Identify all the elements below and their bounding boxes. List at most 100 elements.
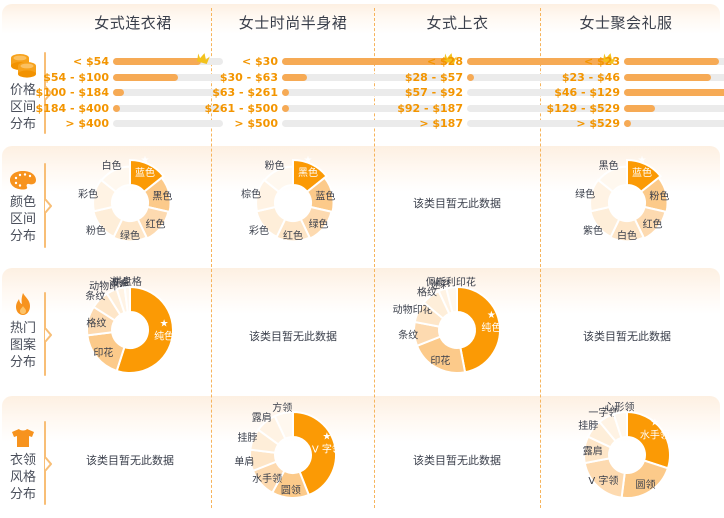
slice-label: 单肩: [234, 455, 254, 468]
slice-label: 格纹: [417, 285, 437, 298]
price-bar-track: [113, 120, 223, 127]
price-bar-fill: [624, 73, 711, 81]
price-bar-track: [113, 104, 223, 112]
no-data-message: 该类目暂无此数据: [407, 452, 507, 471]
pie-slice: [299, 205, 333, 240]
slice-label: 水手领: [252, 472, 282, 485]
price-bar-row: $63 - $261: [190, 86, 448, 99]
price-range-label: $100 - $184: [35, 86, 109, 99]
slice-label: 一字领: [588, 406, 618, 419]
price-bar-row: > $187: [352, 117, 607, 130]
no-data-message: 该类目暂无此数据: [577, 328, 677, 347]
price-bar-track: [467, 120, 607, 127]
price-bar-fill: [113, 58, 201, 65]
price-bar-fill: [113, 89, 124, 96]
slice-label: 绿色: [120, 229, 140, 242]
pie-slice: [129, 158, 166, 194]
slice-label: 条纹: [85, 289, 105, 302]
column-title-tops: 女式上衣: [426, 14, 489, 32]
column-title-skirts: 女士时尚半身裙: [238, 14, 348, 32]
price-range-label: > $187: [419, 117, 463, 130]
price-bar-fill: [282, 58, 448, 65]
price-range-label: $54 - $100: [43, 70, 109, 84]
price-range-label: $57 - $92: [404, 86, 463, 99]
price-range-label: $92 - $187: [397, 101, 463, 115]
slice-label: 绿色: [575, 187, 595, 200]
column-separator: [211, 8, 212, 508]
price-range-label: $184 - $400: [35, 101, 109, 115]
price-bar-fill: [467, 58, 607, 65]
slice-label: 动物印花: [393, 303, 433, 316]
pie-slice: [263, 165, 294, 194]
slice-label: 黑色: [152, 190, 172, 203]
price-bar-row: $261 - $500: [190, 102, 448, 115]
slice-label: 波点: [109, 276, 129, 289]
slice-label: 挂脖: [237, 431, 257, 444]
price-bar-row: $100 - $184: [28, 86, 223, 99]
price-range-label: $30 - $63: [219, 70, 278, 84]
pie-slice: [292, 158, 329, 194]
column-title-dresses: 女式连衣裙: [94, 14, 172, 32]
price-bar-row: $28 - $57: [352, 70, 607, 84]
star-icon: ★: [160, 318, 169, 329]
row-divider-collar: [44, 421, 52, 505]
price-bar-fill: [113, 104, 120, 112]
price-bar-row: $54 - $100: [28, 70, 223, 84]
slice-label: 印花: [430, 354, 450, 367]
pie-slice: [633, 205, 667, 240]
slice-label: 佩斯利印花: [426, 275, 476, 288]
price-bar-track: [282, 89, 448, 96]
column-separator: [374, 8, 375, 508]
slice-label: 紫色: [583, 224, 603, 237]
price-range-label: $28 - $57: [404, 70, 463, 84]
price-bar-track: [282, 120, 448, 127]
price-range-label: > $529: [576, 117, 620, 130]
crown-icon: [196, 47, 213, 65]
price-bar-track: [467, 104, 607, 112]
price-range-label: $46 - $129: [554, 86, 620, 99]
slice-label: V 字领: [588, 474, 618, 487]
price-range-label: < $54: [72, 55, 109, 68]
pie-slice: [445, 285, 458, 314]
pie-slice: [142, 176, 172, 214]
crown-icon: [443, 47, 460, 65]
pie-slice: [273, 410, 294, 441]
slice-label: 红色: [283, 229, 303, 242]
palette-icon: [10, 171, 36, 190]
slice-label: 红色: [146, 217, 166, 230]
star-icon: ★: [487, 310, 496, 321]
row-divider-color: [44, 163, 52, 248]
slice-label: 粉色: [265, 159, 285, 172]
slice-label: 水手领: [640, 429, 670, 442]
row-label-pattern: 热门 图案 分布: [0, 292, 46, 371]
slice-label: 条纹: [398, 329, 418, 342]
slice-label: 粉色: [86, 224, 106, 237]
price-range-label: < $30: [241, 55, 278, 68]
slice-label: 绿色: [309, 217, 329, 230]
price-bar-row: $30 - $63: [190, 70, 448, 84]
price-bar-fill: [113, 73, 178, 81]
price-bar-row: $57 - $92: [352, 86, 607, 99]
pie-slice: [612, 410, 628, 440]
price-bar-track: [282, 73, 448, 81]
price-bar-row: $46 - $129: [524, 86, 724, 99]
slice-label: 红色: [643, 217, 663, 230]
slice-label: 纯色: [481, 321, 501, 334]
price-bar-track: [113, 73, 223, 81]
slice-label: 露肩: [583, 445, 603, 458]
star-icon: ★: [637, 155, 646, 166]
price-range-label: $129 - $529: [546, 101, 620, 115]
price-bar-fill: [282, 73, 307, 81]
price-bar-fill: [624, 58, 720, 65]
pie-slice: [305, 176, 335, 214]
price-bar-track: [282, 58, 448, 65]
pie-slice: [123, 285, 131, 314]
star-icon: ★: [140, 155, 149, 166]
slice-label: V 字领: [312, 443, 342, 456]
price-bar-track: [624, 104, 724, 112]
price-bar-row: < $23: [524, 55, 724, 68]
slice-label: 格纹: [86, 316, 106, 329]
pie-slice: [136, 205, 170, 240]
pie-slice: [626, 158, 663, 194]
